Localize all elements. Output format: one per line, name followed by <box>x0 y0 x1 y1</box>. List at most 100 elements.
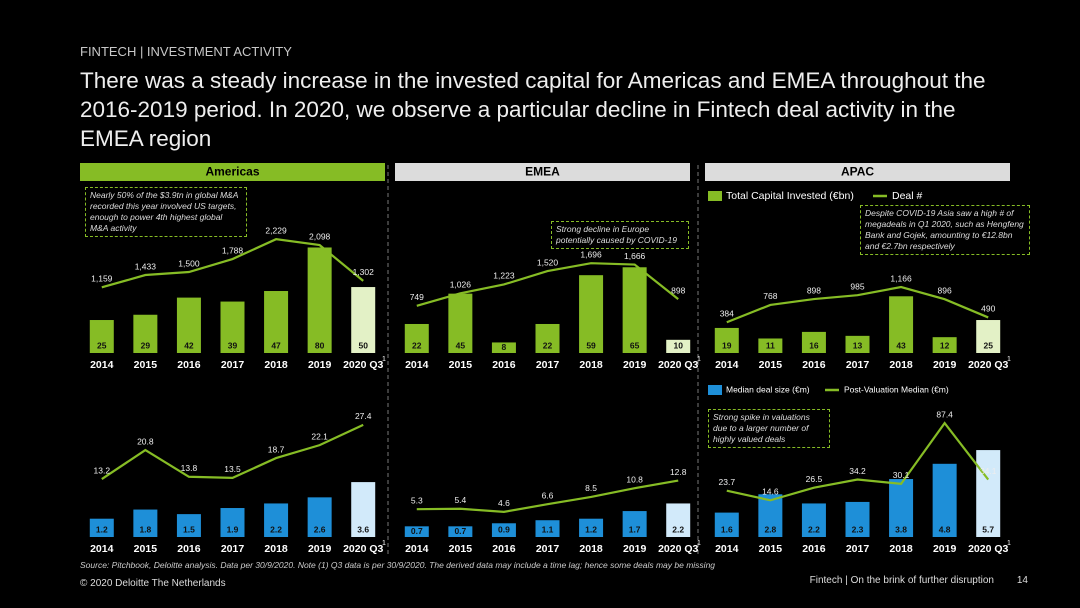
page-number: 14 <box>1016 575 1028 586</box>
bar-label: 2.6 <box>314 524 326 534</box>
x-tick-label: 2017 <box>846 543 870 555</box>
bar-label: 43 <box>896 340 906 350</box>
bar-label: 0.7 <box>411 526 423 536</box>
line-label: 898 <box>807 285 821 295</box>
bar <box>579 518 604 537</box>
line-label: 8.5 <box>585 483 597 493</box>
line-label: 13.2 <box>94 465 111 475</box>
line-label: 26.5 <box>806 474 823 484</box>
bar-label: 0.7 <box>454 526 466 536</box>
copyright: © 2020 Deloitte The Netherlands <box>80 578 226 589</box>
line-label: 4.6 <box>498 498 510 508</box>
bar-label: 11 <box>766 340 775 350</box>
x-tick-label: 2019 <box>623 359 647 371</box>
bar <box>220 508 245 537</box>
bar-label: 2.2 <box>808 524 820 534</box>
line <box>726 421 990 502</box>
bar-label: 29 <box>141 340 151 350</box>
annotation: Despite COVID-19 Asia saw a high # of me… <box>860 205 1030 255</box>
bar-label: 8 <box>502 342 507 352</box>
annotation: Nearly 50% of the $3.9tn in global M&A r… <box>85 187 247 237</box>
x-tick-label: 2019 <box>308 543 332 555</box>
line-label: 1,302 <box>353 267 375 277</box>
x-tick-label: 2015 <box>134 543 158 555</box>
bar-label: 2.2 <box>672 524 684 534</box>
line-label: 1,696 <box>580 249 602 259</box>
x-tick-label: 2020 Q3 <box>968 359 1008 371</box>
bar <box>351 287 376 353</box>
footnote-mark: 1 <box>382 540 386 547</box>
bar-label: 50 <box>358 340 368 350</box>
annotation: Strong spike in valuations due to a larg… <box>708 409 830 448</box>
bar <box>976 320 1001 353</box>
line-label: 6.6 <box>542 490 554 500</box>
bar <box>448 526 473 537</box>
bar <box>845 335 870 353</box>
line-label: 749 <box>410 292 424 302</box>
x-tick-label: 2016 <box>177 543 201 555</box>
bar <box>133 314 158 353</box>
bar <box>889 479 914 537</box>
footnote-mark: 1 <box>1007 540 1011 547</box>
bar-label: 80 <box>315 340 325 350</box>
bar <box>622 511 647 537</box>
bar-label: 1.5 <box>183 524 195 534</box>
bar-label: 22 <box>412 340 422 350</box>
bar-label: 5.7 <box>982 524 994 534</box>
line-label: 30.1 <box>893 470 910 480</box>
x-tick-label: 2019 <box>933 543 957 555</box>
x-tick-label: 2014 <box>715 359 739 371</box>
bar-label: 22 <box>543 340 553 350</box>
line <box>101 423 364 480</box>
bar <box>889 296 914 353</box>
bar-label: 1.7 <box>629 524 641 534</box>
line-label: 1,166 <box>890 273 912 283</box>
x-tick-label: 2020 Q3 <box>343 359 383 371</box>
x-tick-label: 2016 <box>177 359 201 371</box>
bar <box>758 338 783 353</box>
footnote-mark: 1 <box>382 356 386 363</box>
bar-label: 2.2 <box>270 524 282 534</box>
bar-label: 2.8 <box>764 524 776 534</box>
bar-label: 2.3 <box>852 524 864 534</box>
x-tick-label: 2016 <box>492 543 516 555</box>
line <box>416 479 679 513</box>
bar-label: 12 <box>940 340 950 350</box>
x-tick-label: 2019 <box>933 359 957 371</box>
bar-label: 19 <box>722 340 732 350</box>
bar <box>714 327 739 353</box>
x-tick-label: 2017 <box>221 543 245 555</box>
x-tick-label: 2014 <box>90 543 114 555</box>
line-label: 13.5 <box>224 464 241 474</box>
bar <box>801 331 826 353</box>
line-label: 22.1 <box>311 431 328 441</box>
x-tick-label: 2015 <box>134 359 158 371</box>
bar <box>622 267 647 353</box>
line-label: 12.8 <box>670 467 687 477</box>
bar-label: 16 <box>809 340 819 350</box>
x-tick-label: 2016 <box>802 543 826 555</box>
x-tick-label: 2020 Q3 <box>658 359 698 371</box>
bar-label: 42 <box>184 340 194 350</box>
footnote-mark: 1 <box>1007 356 1011 363</box>
bar-label: 1.1 <box>542 524 554 534</box>
line-label: 490 <box>981 304 995 314</box>
bar <box>491 342 516 353</box>
bar <box>448 293 473 353</box>
line-label: 384 <box>720 308 734 318</box>
bar <box>932 337 957 353</box>
bar <box>801 503 826 537</box>
bar-label: 39 <box>228 340 238 350</box>
line-label: 87.4 <box>936 409 953 419</box>
x-tick-label: 2018 <box>264 543 288 555</box>
legend-swatch <box>708 385 722 395</box>
x-tick-label: 2018 <box>579 543 603 555</box>
legend-label: Total Capital Invested (€bn) <box>726 190 854 202</box>
bar <box>307 247 332 353</box>
x-tick-label: 2016 <box>492 359 516 371</box>
x-tick-label: 2015 <box>449 359 473 371</box>
bar <box>579 275 604 353</box>
bar <box>932 463 957 537</box>
bar-label: 4.8 <box>939 524 951 534</box>
bar <box>535 323 560 353</box>
